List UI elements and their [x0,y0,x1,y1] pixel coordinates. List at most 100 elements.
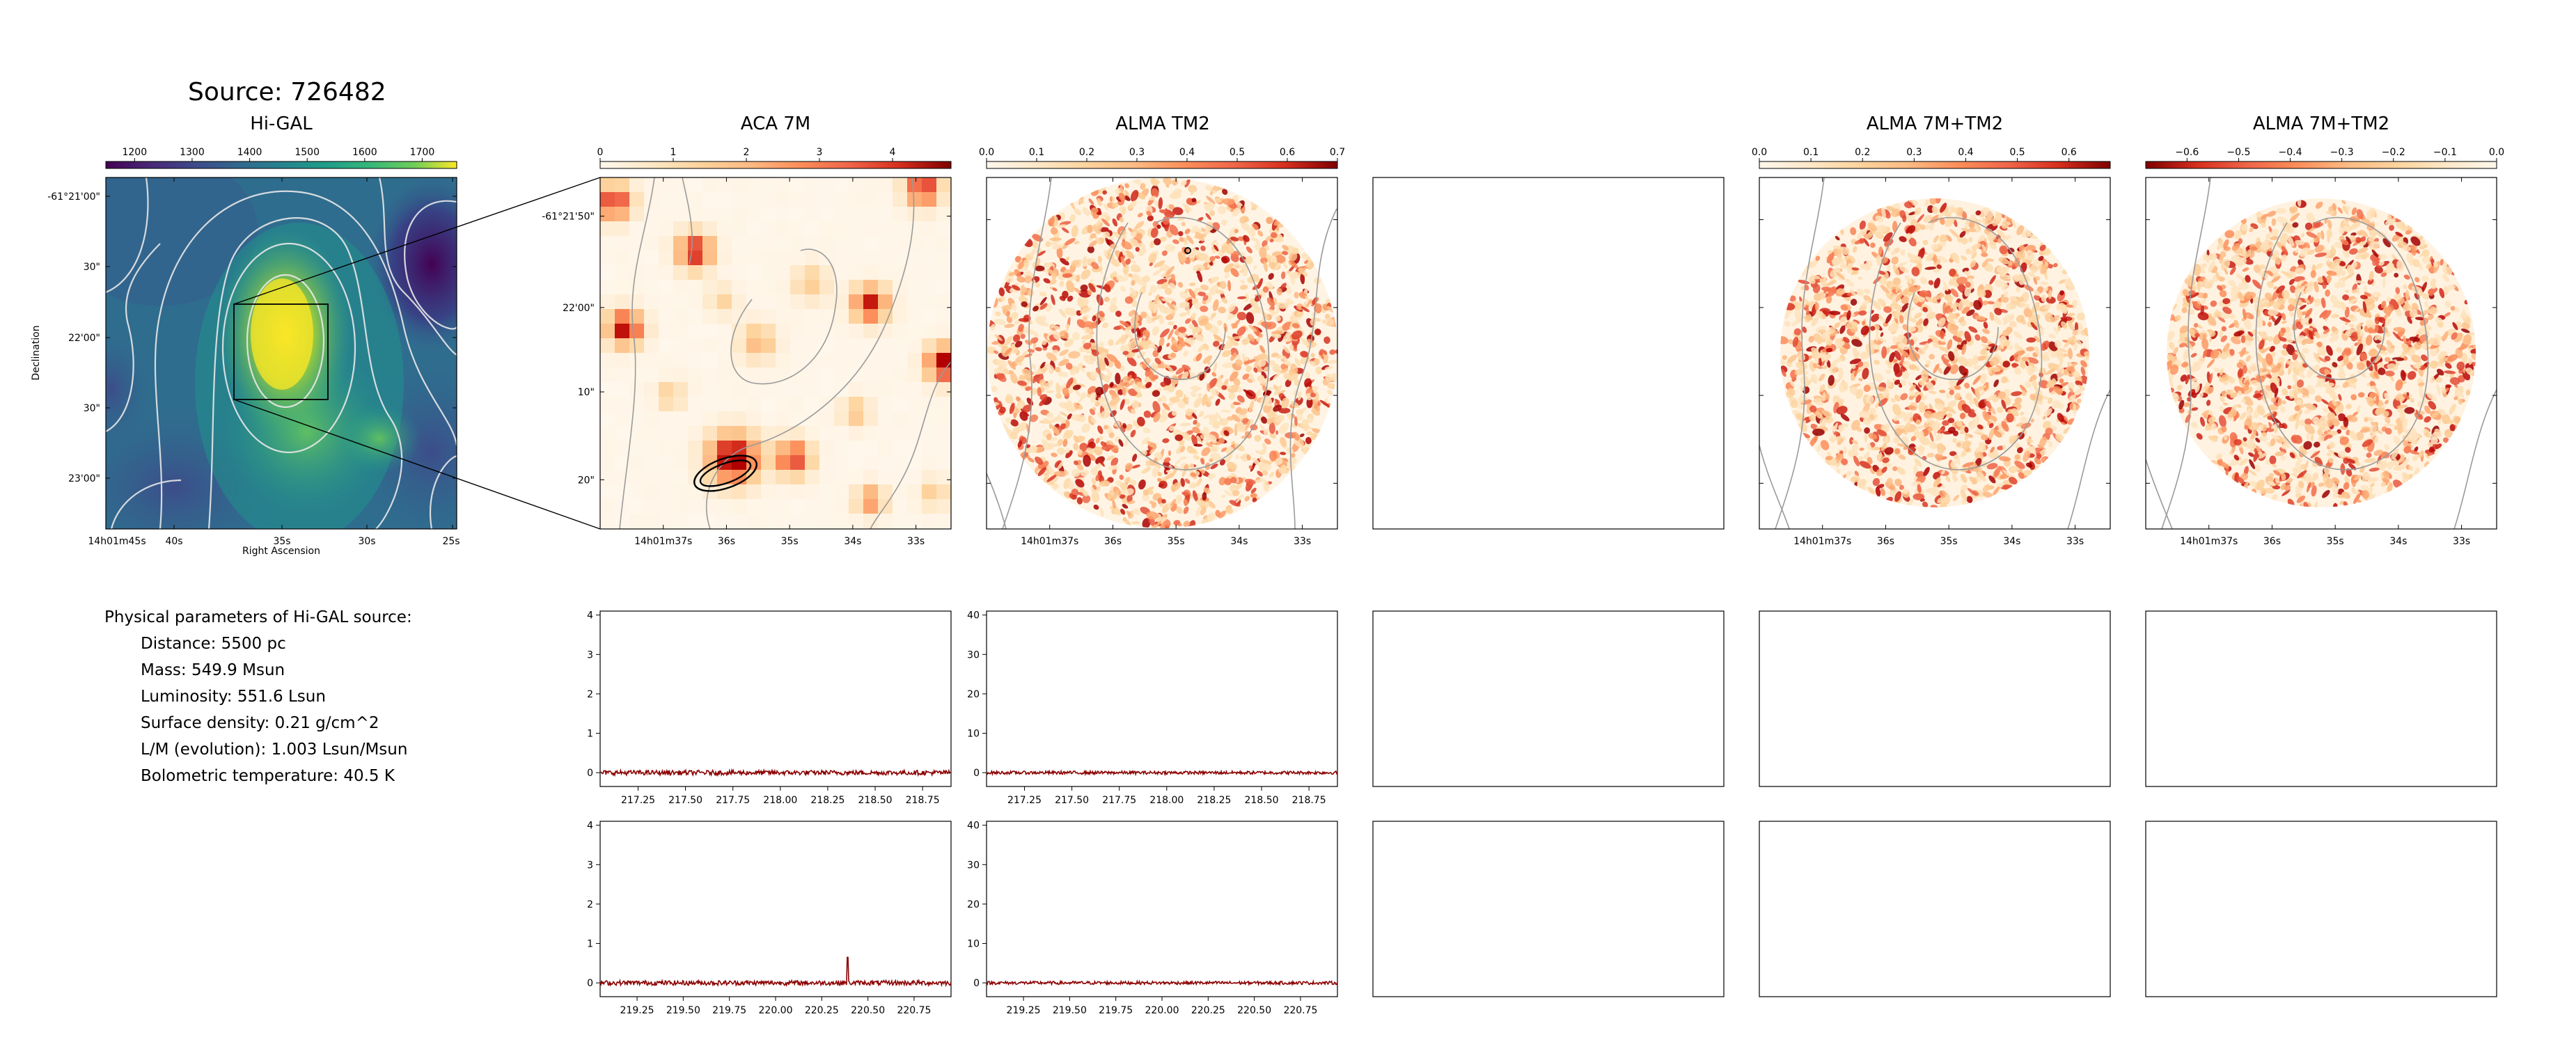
noise-speckle [1181,371,1189,381]
noise-speckle [1909,384,1916,392]
noise-speckle [1188,229,1196,234]
noise-speckle [1142,489,1149,496]
noise-speckle [1124,183,1129,189]
noise-speckle [1195,252,1209,261]
noise-speckle [1274,236,1284,243]
noise-speckle [1184,478,1191,484]
map-pixel [805,192,820,207]
colorbar-tick-label: 0.3 [1129,147,1145,158]
noise-speckle [1165,314,1174,321]
map-pixel [688,441,703,456]
noise-speckle [1236,326,1246,337]
map-pixel [790,265,806,280]
map-pixel [936,441,951,456]
noise-speckle [1245,478,1256,485]
noise-speckle [1103,231,1110,239]
noise-speckle [1255,242,1261,251]
noise-speckle [1109,196,1113,203]
noise-speckle [1205,442,1214,448]
noise-speckle [1207,397,1211,406]
map-pixel [600,280,615,295]
noise-speckle [1124,519,1131,526]
map-pixel [863,294,879,310]
noise-speckle [1274,415,1285,423]
noise-speckle [1232,319,1241,329]
noise-speckle [1179,237,1184,242]
noise-speckle [1291,330,1303,340]
colorbar-tick-label: 0.2 [1079,147,1094,158]
noise-speckle [1059,280,1065,287]
noise-speckle [1129,238,1139,247]
noise-speckle [1894,350,1901,361]
noise-speckle [1870,242,1876,248]
map-pixel [834,499,849,514]
map-pixel [922,484,937,500]
noise-speckle [1113,507,1121,515]
noise-speckle [1090,233,1097,239]
noise-speckle [2034,294,2041,301]
map-pixel [615,280,630,295]
noise-speckle [2048,442,2053,448]
noise-speckle [1222,189,1228,195]
map-pixel [688,455,703,470]
map-pixel [790,426,806,441]
noise-speckle [1207,383,1211,392]
noise-speckle [1097,198,1102,206]
noise-speckle [1125,250,1135,260]
noise-speckle [2052,262,2058,268]
map-pixel [702,221,718,237]
noise-speckle [1257,470,1263,477]
noise-speckle [1020,409,1030,417]
map-pixel [659,382,674,397]
noise-speckle [1232,414,1241,422]
map-pixel [819,236,835,251]
noise-speckle [1246,312,1255,324]
noise-speckle [1134,221,1145,230]
noise-speckle [1193,397,1202,408]
noise-speckle [1079,365,1085,373]
noise-speckle [1053,443,1059,448]
panel-title-tm2: ALMA TM2 [1115,113,1210,134]
map-pixel [863,265,879,280]
beam-ellipse-tm2 [1184,247,1191,254]
noise-speckle [1060,258,1069,266]
map-pixel [732,441,747,456]
noise-speckle [1069,493,1074,499]
map-pixel [805,265,820,280]
map-pixel [746,367,762,383]
noise-speckle [1062,387,1070,397]
noise-speckle [1214,244,1219,252]
map-pixel [922,309,937,324]
map-pixel [819,470,835,485]
noise-speckle [1142,493,1150,502]
y-tick-label: 20" [578,475,595,486]
map-pixel [776,441,791,456]
noise-speckle [1158,197,1163,209]
noise-speckle [1064,338,1074,347]
map-pixel [849,294,864,310]
noise-speckle [1296,409,1304,416]
noise-speckle [1243,356,1249,361]
noise-speckle [1961,237,1968,245]
noise-speckle [1156,461,1161,469]
noise-speckle [1119,324,1126,331]
map-pixel [629,265,645,280]
noise-speckle [1179,422,1191,427]
noise-speckle [1003,422,1010,432]
map-pixel [673,426,689,441]
noise-speckle [1173,324,1177,330]
noise-speckle [1039,303,1048,310]
noise-speckle [996,358,1007,367]
map-pixel [834,192,849,207]
colorbar-tick-label: −0.5 [2226,147,2250,158]
noise-speckle [1282,345,1290,354]
noise-speckle [1104,357,1109,366]
noise-speckle [1183,498,1188,506]
colorbar-tick-label: 2 [744,147,750,158]
noise-speckle [1074,460,1078,466]
noise-speckle [1122,386,1126,396]
map-pixel [717,309,732,324]
noise-speckle [1245,420,1251,431]
noise-speckle [1126,494,1133,503]
noise-speckle [1161,395,1167,402]
